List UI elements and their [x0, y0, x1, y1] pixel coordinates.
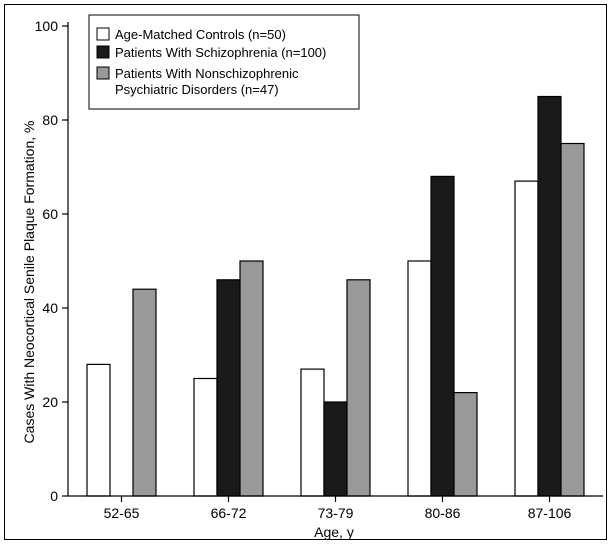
bar-nonschizophrenic — [560, 142, 585, 497]
x-axis-label: Age, y — [314, 524, 354, 540]
legend-label-nonschizophrenic: Patients With Nonschizophrenic Psychiatr… — [115, 66, 302, 97]
bar-controls — [86, 363, 111, 497]
y-tick-label: 60 — [42, 206, 58, 222]
y-axis-ticks: 0 20 40 60 80 100 — [35, 18, 68, 504]
legend-label-schizophrenia: Patients With Schizophrenia (n=100) — [115, 45, 326, 60]
y-tick-label: 100 — [35, 18, 59, 34]
legend-swatch-controls — [96, 27, 110, 41]
bar-controls — [193, 377, 218, 497]
y-tick-label: 20 — [42, 394, 58, 410]
bar-controls — [300, 368, 325, 497]
bar-nonschizophrenic — [453, 392, 478, 497]
y-tick-label: 0 — [50, 488, 58, 504]
bar-controls — [514, 180, 539, 497]
x-tick-label: 73-79 — [318, 505, 354, 521]
bar-nonschizophrenic — [346, 279, 371, 497]
y-tick-label: 80 — [42, 112, 58, 128]
x-tick-label: 66-72 — [211, 505, 247, 521]
bar-schizophrenia — [216, 279, 241, 497]
bar-nonschizophrenic — [132, 288, 157, 497]
legend: Age-Matched Controls (n=50) Patients Wit… — [88, 14, 360, 110]
legend-label-controls: Age-Matched Controls (n=50) — [115, 27, 286, 42]
legend-swatch-nonschizophrenic — [96, 66, 110, 80]
bar-schizophrenia — [537, 95, 562, 497]
bar-controls — [407, 260, 432, 497]
bar-schizophrenia — [430, 175, 455, 497]
chart-marks — [86, 95, 585, 497]
legend-label-nonschizophrenic-line1: Patients With Nonschizophrenic — [115, 66, 299, 81]
x-axis-ticks: 52-65 66-72 73-79 80-86 87-106 — [104, 496, 572, 521]
bar-schizophrenia — [323, 401, 348, 497]
y-axis-label: Cases With Neocortical Senile Plaque For… — [21, 121, 37, 444]
legend-label-nonschizophrenic-line2: Psychiatric Disorders (n=47) — [115, 82, 279, 97]
x-tick-label: 80-86 — [425, 505, 461, 521]
legend-box — [88, 14, 360, 110]
y-tick-label: 40 — [42, 300, 58, 316]
x-tick-label: 52-65 — [104, 505, 140, 521]
x-tick-label: 87-106 — [528, 505, 572, 521]
legend-swatch-schizophrenia — [96, 45, 110, 59]
bar-nonschizophrenic — [239, 260, 264, 497]
